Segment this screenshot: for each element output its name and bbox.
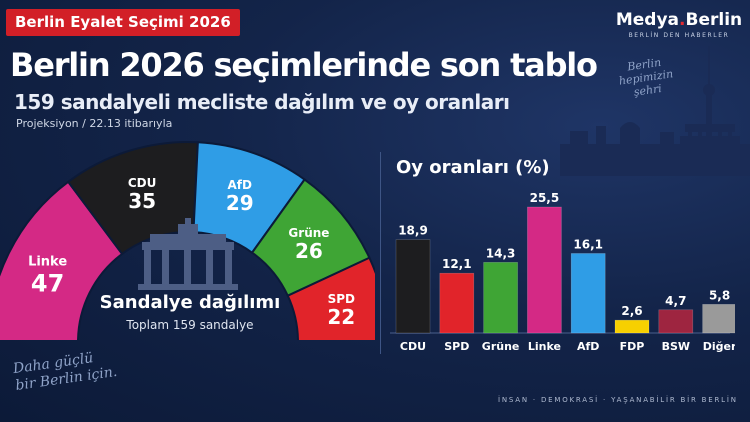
bar-grune xyxy=(483,262,518,334)
bar-afd xyxy=(570,253,606,334)
section-divider xyxy=(380,152,381,354)
seat-slice-label-grune: Grüne xyxy=(288,226,329,240)
bar-bsw xyxy=(658,309,694,334)
logo-wordmark: Medya.Berlin xyxy=(614,10,744,30)
berlin-skyline-illustration xyxy=(560,46,750,176)
bar-value-label-bsw: 4,7 xyxy=(665,294,686,308)
vote-share-bar-chart: 18,9 CDU 12,1 SPD 14,3 Grüne 25,5 Linke 16,1 AfD 2… xyxy=(390,191,735,353)
bar-category-label-cdu: CDU xyxy=(400,340,426,353)
seat-slice-label-afd: AfD xyxy=(228,178,253,192)
brand-logo: Medya.Berlin BERLİN DEN HABERLER xyxy=(614,10,744,39)
footer-slogan: İNSAN · DEMOKRASİ · YAŞANABİLİR BİR BERL… xyxy=(498,396,738,404)
bar-value-label-fdp: 2,6 xyxy=(621,304,642,318)
bar-linke xyxy=(527,206,562,334)
bar-category-label-fdp: FDP xyxy=(620,340,645,353)
vote-chart-title: Oy oranları (%) xyxy=(396,157,550,178)
bar-value-label-spd: 12,1 xyxy=(442,257,472,271)
logo-word-b: Berlin xyxy=(685,10,743,30)
seat-slice-value-afd: 29 xyxy=(226,191,254,215)
bar-diger xyxy=(702,304,735,334)
logo-word-a: Medya xyxy=(615,10,680,30)
bar-fdp xyxy=(614,319,650,334)
logo-dot: . xyxy=(679,10,686,30)
bar-value-label-diger: 5,8 xyxy=(709,288,730,302)
election-badge: Berlin Eyalet Seçimi 2026 xyxy=(6,9,240,36)
page-title: Berlin 2026 seçimlerinde son tablo xyxy=(10,46,598,84)
page-subtitle: 159 sandalyeli mecliste dağılım ve oy or… xyxy=(14,90,510,114)
bar-value-label-cdu: 18,9 xyxy=(398,224,428,238)
seat-slice-value-grune: 26 xyxy=(295,239,323,263)
logo-tagline: BERLİN DEN HABERLER xyxy=(628,32,730,39)
bar-cdu xyxy=(395,239,431,334)
bar-spd xyxy=(439,272,475,334)
bar-category-label-afd: AfD xyxy=(577,340,599,353)
seat-slice-spd xyxy=(286,256,375,340)
seat-chart-title: Sandalye dağılımı xyxy=(99,292,281,313)
seat-slice-value-cdu: 35 xyxy=(128,189,156,213)
bar-category-label-diger: Diğer xyxy=(703,340,735,353)
bar-category-label-linke: Linke xyxy=(528,340,561,353)
bar-category-label-spd: SPD xyxy=(444,340,469,353)
bar-value-label-afd: 16,1 xyxy=(573,237,603,251)
bar-value-label-linke: 25,5 xyxy=(530,191,560,205)
bar-value-label-grune: 14,3 xyxy=(486,246,516,260)
seat-slice-label-linke: Linke xyxy=(28,255,67,270)
seat-chart-subtitle: Toplam 159 sandalye xyxy=(126,318,254,332)
bar-category-label-grune: Grüne xyxy=(482,340,520,353)
brandenburg-gate-icon xyxy=(138,218,238,290)
projection-note: Projeksiyon / 22.13 itibarıyla xyxy=(16,117,173,130)
seat-slice-label-cdu: CDU xyxy=(128,176,157,190)
motto-left: Daha güçlü bir Berlin için. xyxy=(12,347,118,395)
bar-category-label-bsw: BSW xyxy=(662,340,690,353)
seat-slice-value-spd: 22 xyxy=(327,305,355,329)
seat-slice-label-spd: SPD xyxy=(328,292,355,306)
seat-slice-value-linke: 47 xyxy=(31,270,64,298)
